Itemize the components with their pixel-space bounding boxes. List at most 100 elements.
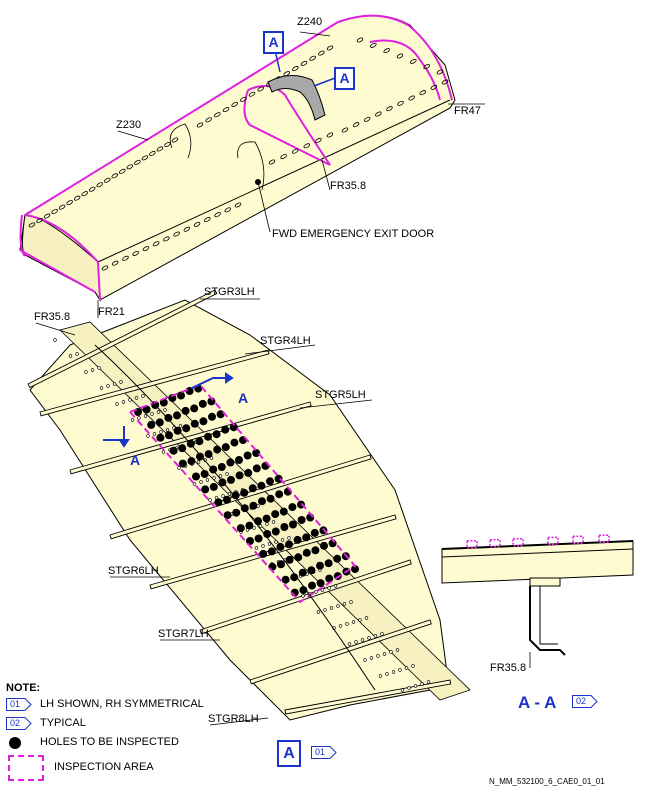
hole-to-inspect: [213, 445, 222, 454]
window-icon: [231, 101, 238, 107]
leader-exit-door: [257, 181, 271, 233]
hole-to-inspect: [155, 418, 164, 427]
fastener-hole: [400, 688, 405, 692]
hole-to-inspect: [169, 446, 178, 455]
hole-to-inspect: [351, 565, 359, 574]
window-icon: [214, 112, 221, 118]
note-ref-tag-02: 02: [6, 717, 32, 730]
hole-to-inspect: [274, 474, 283, 483]
splice-line: [94, 344, 376, 691]
label-stgr6lh: STGR6LH: [108, 565, 159, 577]
hole-to-inspect: [240, 488, 249, 497]
fastener-hole: [192, 482, 197, 486]
window-icon: [126, 164, 134, 170]
window-icon: [171, 137, 179, 143]
hole-to-inspect: [257, 481, 266, 490]
hole-to-inspect: [290, 573, 299, 582]
hole-to-inspect: [223, 495, 231, 504]
fastener-hole: [280, 538, 285, 542]
stringer: [199, 559, 412, 635]
hole-to-inspect: [307, 566, 316, 575]
window-icon: [397, 100, 404, 106]
note-text-lh-shown: LH SHOWN, RH SYMMETRICAL: [40, 698, 204, 710]
fastener-hole: [407, 686, 411, 690]
hole-to-inspect: [245, 521, 254, 530]
stringer: [69, 401, 312, 475]
window-icon: [141, 155, 149, 161]
window-icon: [370, 42, 377, 48]
hole-to-inspect: [254, 534, 263, 543]
inspection-mark: [512, 538, 524, 547]
label-stgr7lh: STGR7LH: [158, 628, 209, 640]
hole-to-inspect: [281, 575, 290, 584]
window-icon: [111, 173, 119, 179]
hole-to-inspect: [200, 470, 209, 478]
label-fr35-8-section: FR35.8: [490, 662, 527, 674]
window-icon: [28, 222, 36, 228]
hole-to-inspect: [298, 568, 307, 577]
window-icon: [101, 265, 109, 271]
section-cut-label-a-lower: A: [130, 452, 141, 468]
hole-to-inspect: [178, 444, 187, 453]
fastener-hole: [261, 544, 265, 548]
hole-to-inspect: [226, 458, 235, 467]
hole-to-inspect: [190, 419, 199, 428]
hole-to-inspect: [231, 491, 240, 500]
fastener-hole: [115, 402, 119, 406]
fastener-hole: [199, 480, 203, 484]
label-fr21: FR21: [98, 306, 125, 318]
hole-to-inspect: [310, 528, 319, 537]
window-icon: [315, 137, 322, 143]
fuselage-zone-boundaries: [19, 14, 453, 301]
hole-to-inspect: [190, 404, 199, 413]
fuselage-frames: [169, 123, 265, 191]
hole-to-inspect: [316, 561, 324, 570]
leader-marker-a2: [313, 77, 336, 87]
hole-to-inspect: [320, 541, 328, 550]
hole-to-inspect: [252, 449, 261, 457]
view-marker-a-fuselage: A: [334, 67, 355, 90]
window-icon: [303, 143, 311, 149]
fastener-hole: [336, 604, 340, 608]
leader-z240: [299, 31, 331, 37]
window-icon: [134, 159, 141, 165]
window-icon: [300, 60, 308, 66]
window-icon: [142, 246, 150, 252]
hole-to-inspect: [173, 411, 181, 420]
hole-to-inspect: [212, 430, 221, 439]
fastener-hole: [367, 636, 371, 640]
hole-to-inspect: [262, 514, 271, 523]
hole-to-inspect: [293, 535, 302, 544]
fastener-hole: [177, 466, 181, 470]
label-fr35-8-top: FR35.8: [330, 180, 367, 192]
window-icon: [205, 117, 212, 123]
window-icon: [280, 154, 287, 160]
fastener-hole: [351, 620, 356, 624]
fastener-hole: [163, 408, 167, 412]
doubler-strip: [267, 75, 326, 121]
stringer-leaders: [35, 298, 373, 726]
label-z230: Z230: [116, 119, 142, 131]
fastener-hole: [159, 430, 163, 434]
hole-to-inspect: [185, 387, 194, 395]
window-icon: [122, 255, 129, 261]
hole-to-inspect: [266, 494, 275, 503]
label-fr47: FR47: [454, 105, 481, 117]
hole-to-inspect: [311, 546, 320, 555]
fastener-hole: [316, 610, 321, 614]
fastener-hole: [342, 602, 347, 606]
hole-to-inspect: [254, 517, 262, 526]
window-icon: [152, 241, 160, 247]
fastener-hole: [420, 682, 424, 686]
hole-to-inspect: [214, 498, 223, 507]
fastener-hole: [301, 594, 305, 598]
hole-to-inspect: [196, 452, 204, 461]
hole-to-inspect: [302, 533, 311, 542]
hole-to-inspect: [259, 549, 268, 558]
fastener-hole: [119, 380, 123, 384]
section-ref-number: 02: [576, 696, 587, 706]
window-icon: [132, 250, 139, 256]
inspection-area-box-icon: [8, 755, 44, 781]
view-marker-a-top: A: [263, 31, 284, 54]
hole-to-inspect: [308, 581, 316, 590]
